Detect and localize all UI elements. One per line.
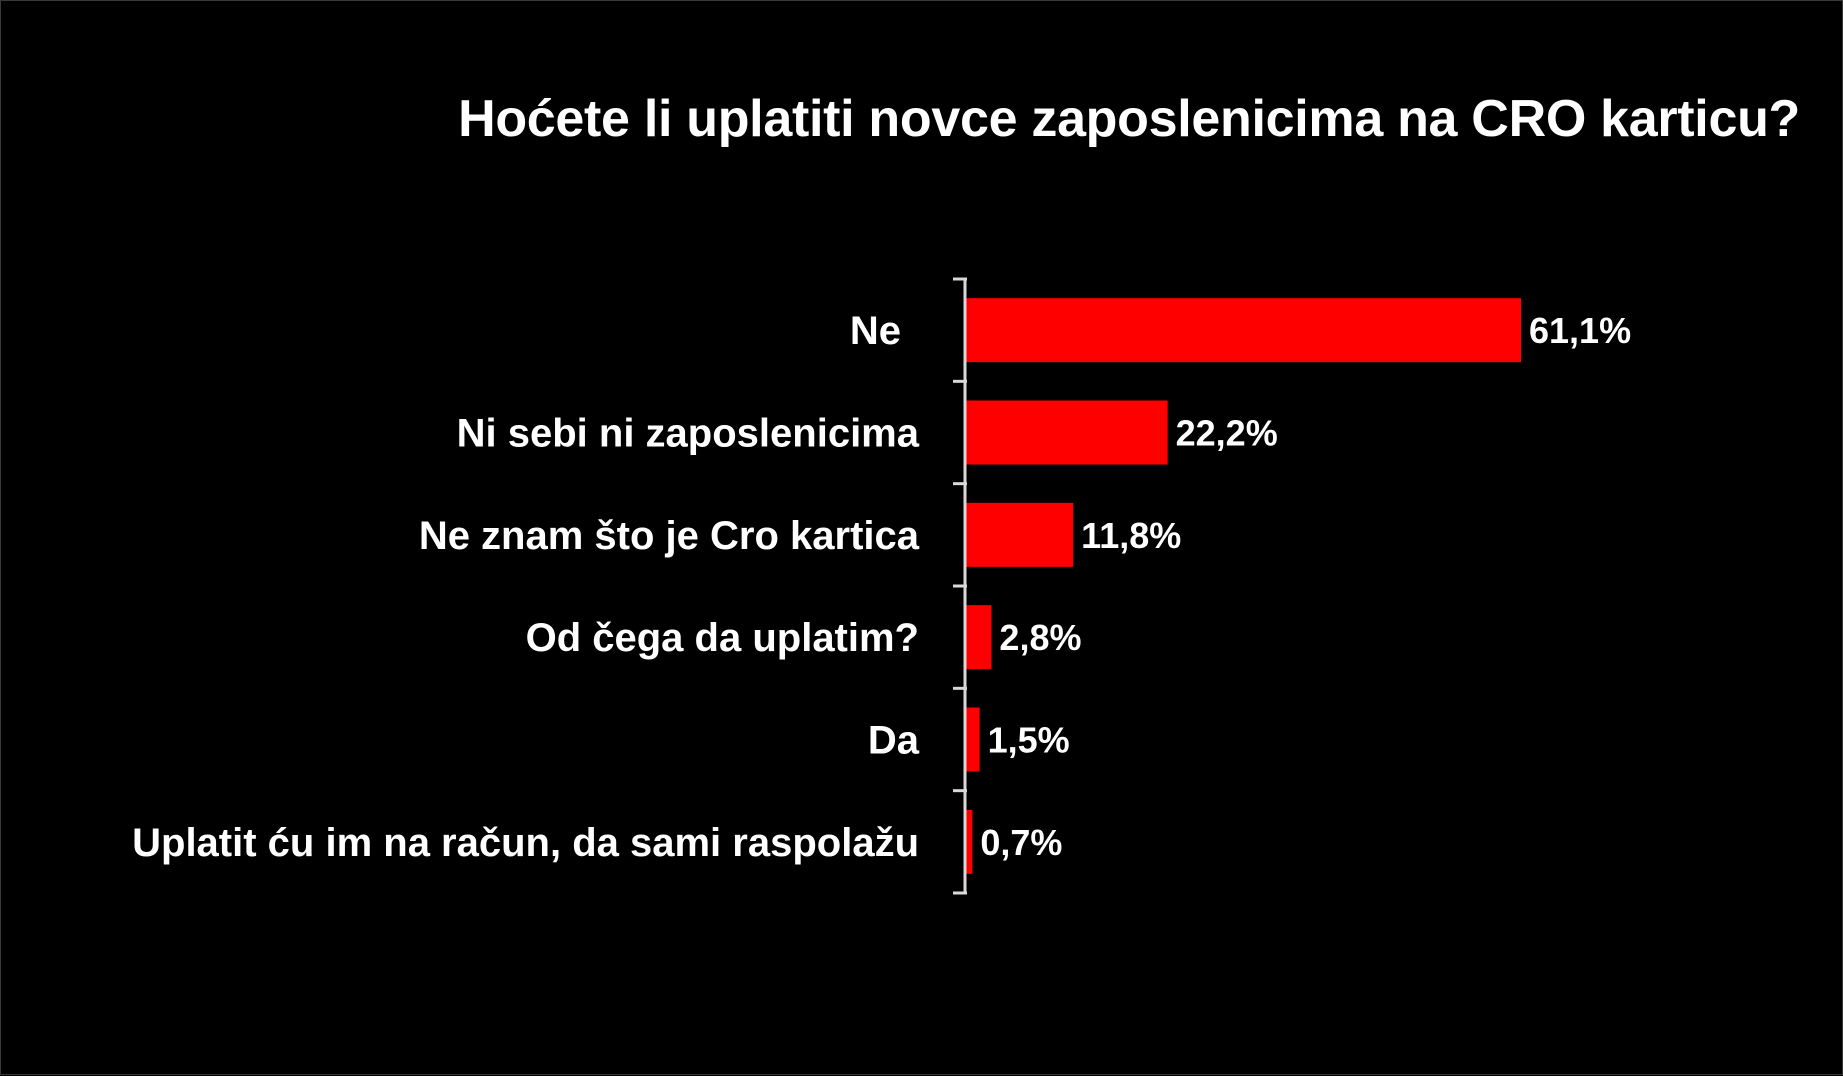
bar-3	[966, 605, 992, 670]
value-label-0: 61,1%	[1529, 310, 1631, 351]
bar-1	[966, 400, 1168, 465]
value-label-3: 2,8%	[999, 617, 1081, 658]
value-label-5: 0,7%	[980, 822, 1062, 863]
category-label-3: Od čega da uplatim?	[526, 616, 919, 660]
category-label-4: Da	[868, 719, 920, 763]
value-label-2: 11,8%	[1081, 515, 1181, 556]
bar-4	[966, 707, 980, 772]
chart-title: Hoćete li uplatiti novce zaposlenicima n…	[458, 90, 1800, 148]
bar-5	[966, 809, 973, 874]
category-label-1: Ni sebi ni zaposlenicima	[457, 412, 920, 456]
value-label-1: 22,2%	[1176, 413, 1278, 454]
bar-2	[966, 502, 1074, 567]
category-label-0: Ne	[850, 309, 901, 353]
category-label-5: Uplatit ću im na račun, da sami raspolaž…	[132, 821, 919, 865]
category-label-2: Ne znam što je Cro kartica	[419, 514, 920, 558]
bar-0	[966, 298, 1521, 363]
value-label-4: 1,5%	[988, 720, 1070, 761]
